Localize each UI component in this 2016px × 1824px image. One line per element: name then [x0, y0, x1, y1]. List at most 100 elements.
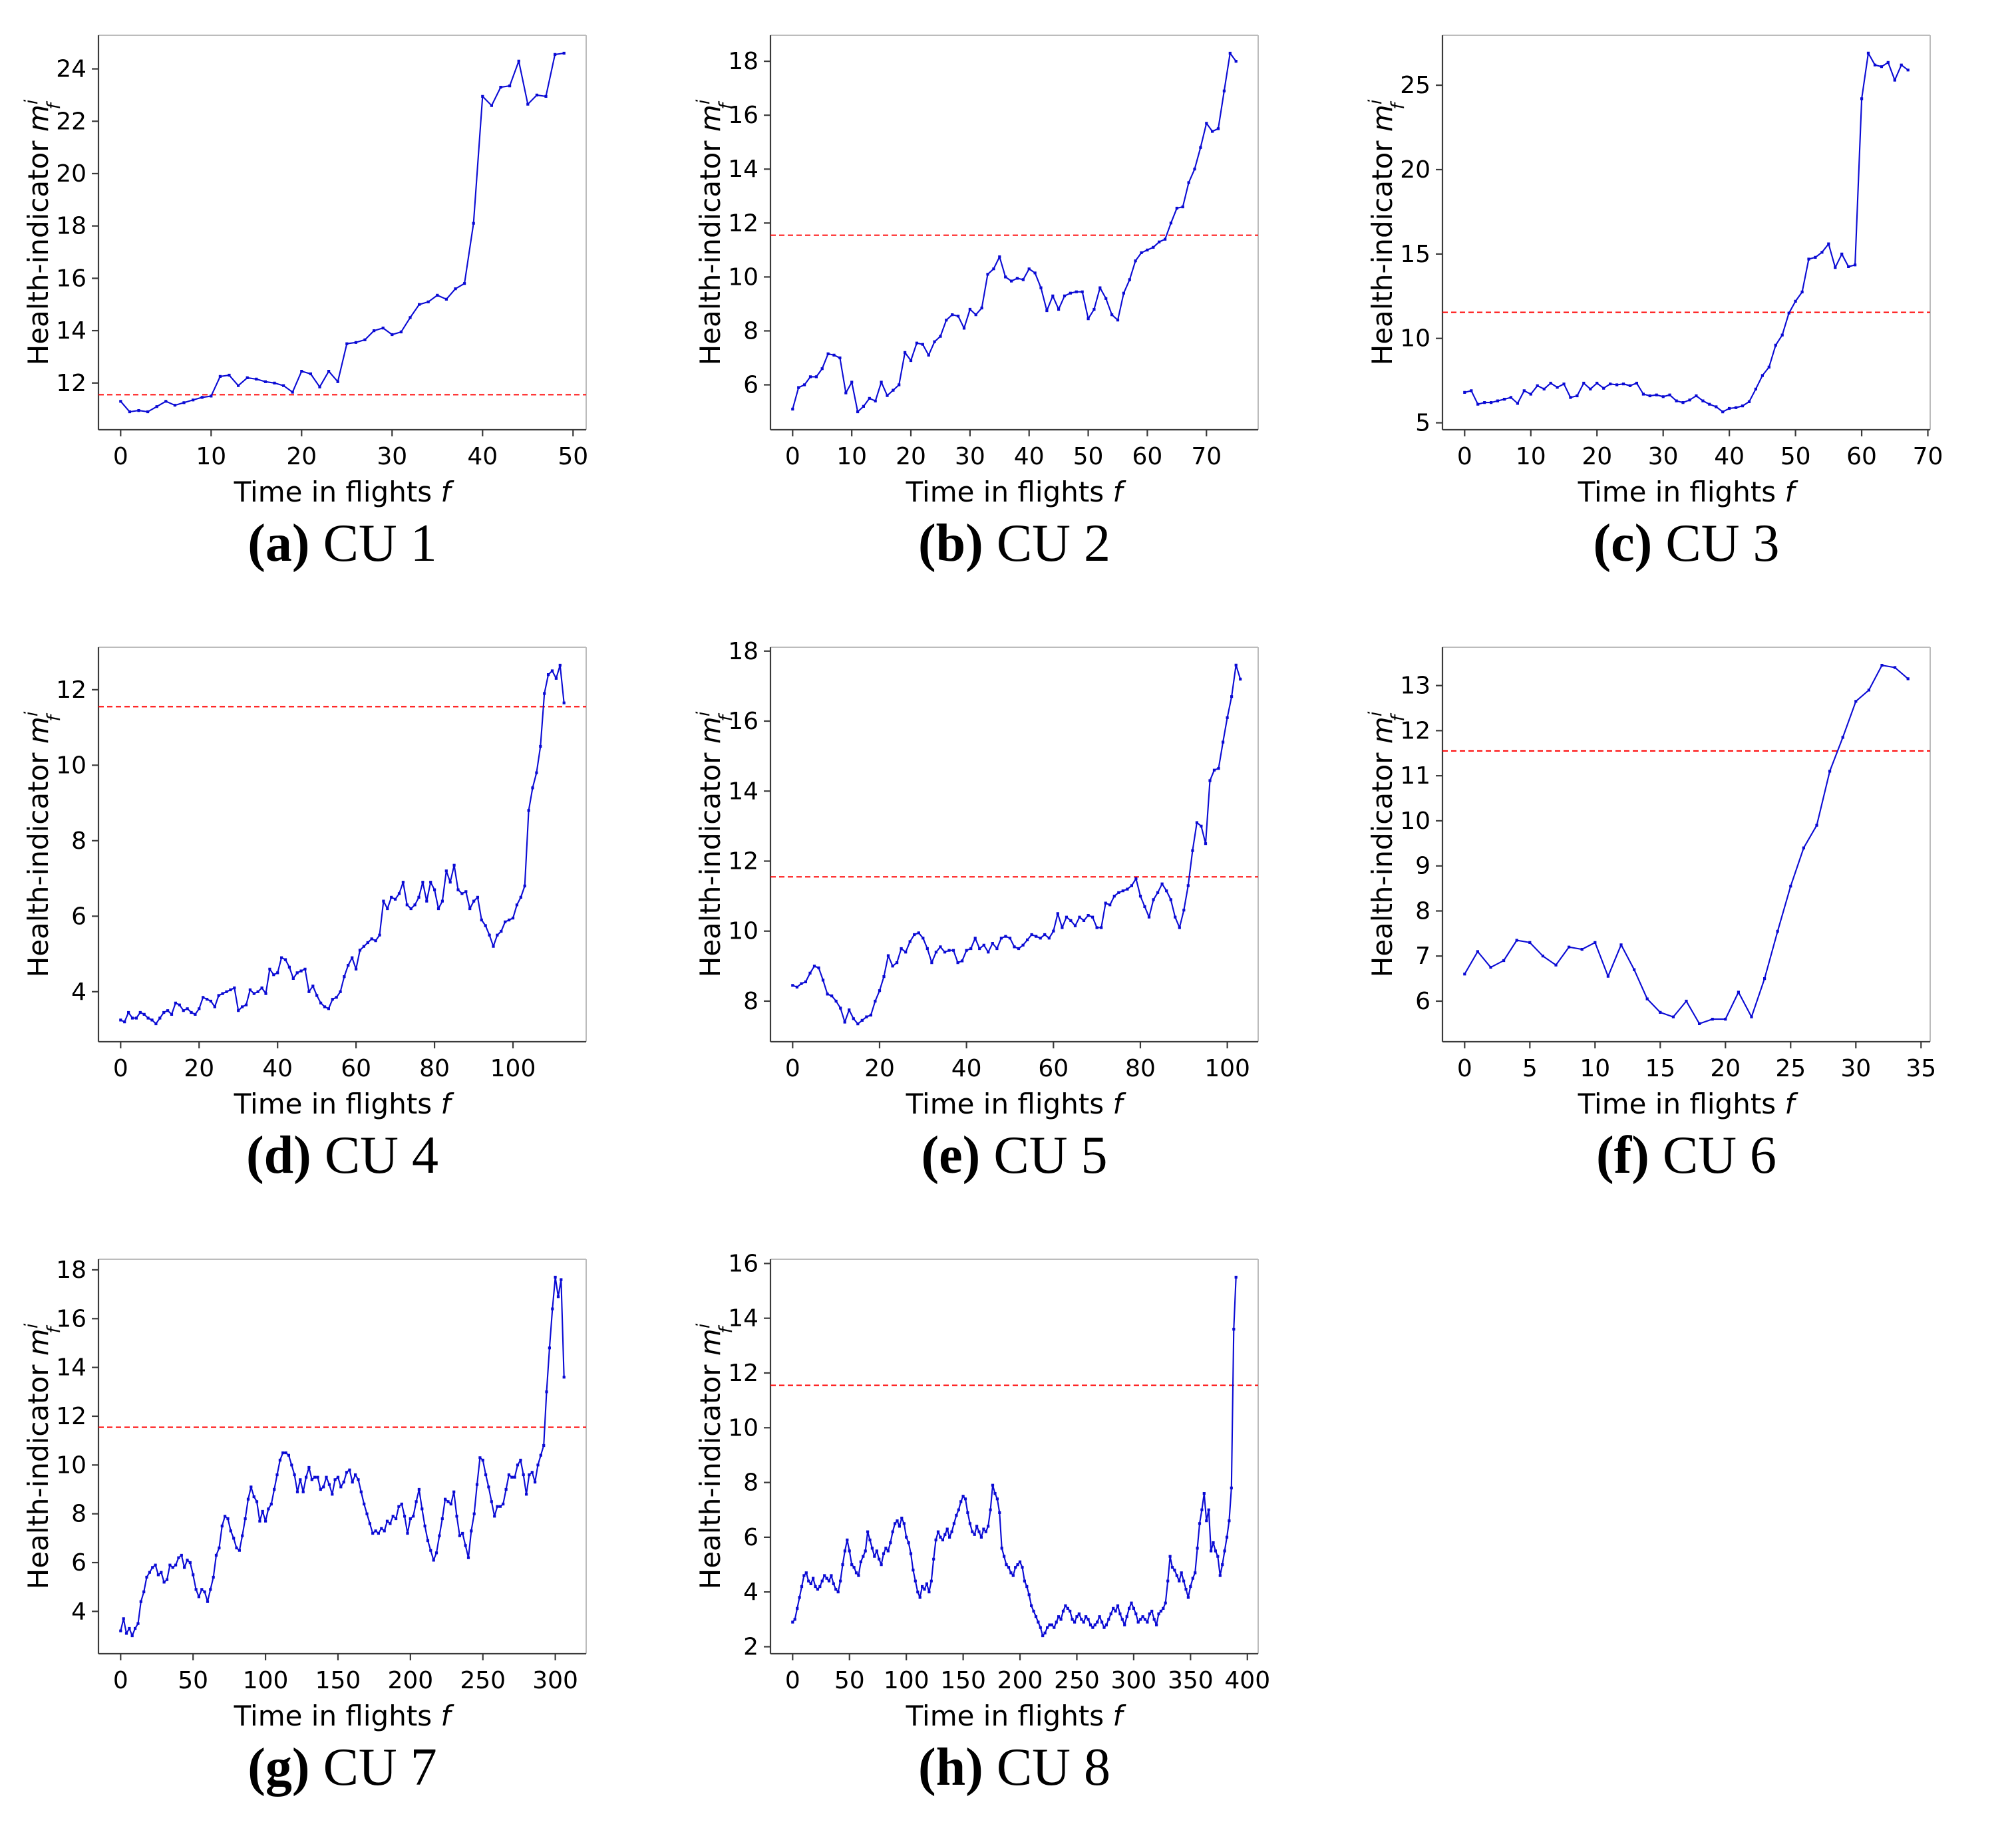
y-tick-label: 10: [728, 1414, 758, 1442]
y-tick-label: 2: [743, 1634, 758, 1661]
y-tick-label: 20: [56, 160, 86, 188]
y-tick-label: 16: [56, 1305, 86, 1332]
health-indicator-series: [1464, 665, 1909, 1024]
x-tick-label: 350: [1168, 1667, 1214, 1694]
caption-letter: (g): [248, 1738, 310, 1797]
caption-spacer: [310, 514, 323, 573]
y-tick-label: 13: [1400, 673, 1430, 700]
y-tick-label: 11: [1400, 762, 1430, 790]
series-markers: [791, 1275, 1238, 1638]
x-tick-label: 80: [1125, 1055, 1156, 1082]
series-markers: [1463, 664, 1910, 1025]
x-tick-label: 20: [1710, 1055, 1741, 1082]
y-tick-label: 14: [56, 1354, 86, 1382]
y-tick-label: 9: [1415, 853, 1430, 880]
x-tick-label: 60: [1846, 443, 1877, 470]
x-tick-label: 100: [1204, 1055, 1250, 1082]
caption-label: CU 2: [996, 514, 1110, 573]
chart-cell-cu6: 6 7 8 9 10 11 12 13 0 5 10 15 20 25 30 35 Health-indicat…: [1344, 612, 2016, 1224]
x-tick-label: 250: [460, 1667, 506, 1694]
series-markers: [119, 51, 566, 414]
y-tick-label: 6: [71, 903, 86, 930]
caption-cu3: (c) CU 3: [1344, 514, 2016, 574]
caption-label: CU 6: [1662, 1126, 1777, 1185]
x-tick-label: 30: [955, 443, 985, 470]
series-markers: [791, 663, 1242, 1026]
chart-cell-cu2: 6 8 10 12 14 16 18 0 10 20 30 40 50 60 70 Health-indica…: [672, 0, 1344, 612]
x-axis-label: Time in flights f: [234, 476, 455, 508]
y-tick-label: 10: [1400, 808, 1430, 835]
x-tick-label: 0: [113, 443, 128, 470]
y-tick-label: 16: [728, 708, 758, 735]
x-tick-label: 10: [1516, 443, 1546, 470]
caption-cu4: (d) CU 4: [0, 1126, 685, 1186]
caption-letter: (h): [918, 1738, 983, 1797]
y-tick-label: 8: [71, 1501, 86, 1528]
x-axis-label: Time in flights f: [234, 1088, 455, 1120]
y-tick-label: 20: [1400, 156, 1430, 184]
x-tick-label: 25: [1775, 1055, 1806, 1082]
y-tick-label: 18: [56, 213, 86, 240]
y-axis-label: Health-indicator mif: [1365, 711, 1409, 977]
x-tick-label: 20: [184, 1055, 214, 1082]
x-tick-label: 40: [1014, 443, 1045, 470]
chart-svg-cu4: 4 6 8 10 12 0 20 40 60 80 100 Health-indicator mif T…: [21, 647, 587, 1120]
series-markers: [119, 663, 566, 1026]
y-tick-label: 8: [71, 828, 86, 855]
x-axis-label: Time in flights f: [906, 1700, 1127, 1732]
caption-letter: (c): [1593, 514, 1653, 573]
y-tick-label: 6: [743, 1524, 758, 1551]
chart-cell-cu8: 2 4 6 8 10 12 14 16 0 50 100 150 200 250 300 350 400 Heal…: [672, 1224, 1344, 1824]
caption-letter: (e): [921, 1126, 981, 1185]
x-tick-label: 0: [785, 1055, 800, 1082]
y-tick-label: 10: [728, 263, 758, 291]
series-markers: [1463, 51, 1910, 414]
x-tick-label: 250: [1054, 1667, 1100, 1694]
caption-cu8: (h) CU 8: [672, 1738, 1357, 1798]
y-tick-label: 12: [56, 677, 86, 704]
chart-cell-cu5: 8 10 12 14 16 18 0 20 40 60 80 100 Health-indicator …: [672, 612, 1344, 1224]
y-tick-label: 16: [56, 265, 86, 292]
y-tick-label: 12: [728, 210, 758, 237]
x-tick-label: 0: [113, 1055, 128, 1082]
health-indicator-series: [792, 52, 1237, 413]
y-tick-label: 22: [56, 108, 86, 135]
series-markers: [791, 51, 1238, 414]
x-axis-label: Time in flights f: [906, 1088, 1127, 1120]
series-markers: [119, 1275, 566, 1638]
x-tick-label: 100: [884, 1667, 929, 1694]
caption-cu5: (e) CU 5: [672, 1126, 1357, 1186]
y-tick-label: 10: [1400, 325, 1430, 353]
x-tick-label: 40: [467, 443, 498, 470]
caption-letter: (f): [1596, 1126, 1649, 1185]
caption-cu1: (a) CU 1: [0, 514, 685, 574]
chart-cell-cu7: 4 6 8 10 12 14 16 18 0 50 100 150 200 250 300 Health-in…: [0, 1224, 672, 1824]
x-tick-label: 50: [1780, 443, 1811, 470]
x-tick-label: 150: [315, 1667, 361, 1694]
y-tick-label: 8: [743, 988, 758, 1015]
x-tick-label: 50: [178, 1667, 208, 1694]
y-tick-label: 14: [728, 778, 758, 805]
x-tick-label: 100: [243, 1667, 289, 1694]
x-tick-label: 100: [490, 1055, 536, 1082]
y-tick-label: 18: [728, 638, 758, 665]
health-indicator-series: [1464, 52, 1909, 413]
x-tick-label: 35: [1906, 1055, 1936, 1082]
x-tick-label: 40: [262, 1055, 293, 1082]
x-tick-label: 70: [1191, 443, 1222, 470]
caption-letter: (a): [248, 514, 310, 573]
x-axis-label: Time in flights f: [906, 476, 1127, 508]
caption-cu7: (g) CU 7: [0, 1738, 685, 1798]
y-tick-label: 18: [728, 48, 758, 75]
health-indicator-series: [120, 1276, 565, 1637]
y-tick-label: 8: [743, 1469, 758, 1497]
x-tick-label: 150: [940, 1667, 986, 1694]
x-tick-label: 10: [836, 443, 867, 470]
y-tick-label: 10: [56, 1451, 86, 1479]
x-axis-label: Time in flights f: [1578, 476, 1799, 508]
health-indicator-series: [792, 664, 1242, 1025]
caption-spacer: [983, 1738, 997, 1797]
